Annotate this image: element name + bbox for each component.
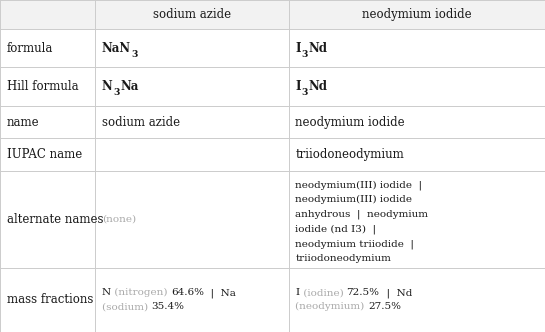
Text: Hill formula: Hill formula <box>7 80 78 93</box>
Bar <box>95 138 289 171</box>
Text: neodymium iodide: neodymium iodide <box>362 8 472 21</box>
Bar <box>0 29 95 67</box>
Bar <box>289 67 545 106</box>
Text: NaN: NaN <box>102 42 131 55</box>
Bar <box>289 0 545 29</box>
Text: alternate names: alternate names <box>7 213 103 226</box>
Bar <box>0 0 95 29</box>
Bar <box>95 171 289 268</box>
Text: neodymium iodide: neodymium iodide <box>295 116 405 128</box>
Bar <box>289 138 545 171</box>
Bar <box>0 268 95 332</box>
Text: triiodoneodymium: triiodoneodymium <box>295 148 404 161</box>
Bar <box>95 0 289 29</box>
Text: (nitrogen): (nitrogen) <box>111 288 171 297</box>
Text: neodymium(III) iodide  |: neodymium(III) iodide | <box>295 180 422 190</box>
Bar <box>0 171 95 268</box>
Text: 3: 3 <box>113 88 119 97</box>
Text: I: I <box>295 288 300 297</box>
Text: 35.4%: 35.4% <box>152 302 184 311</box>
Text: (neodymium): (neodymium) <box>295 302 368 311</box>
Text: mass fractions: mass fractions <box>7 293 93 306</box>
Text: I: I <box>295 80 301 93</box>
Text: sodium azide: sodium azide <box>153 8 231 21</box>
Bar <box>289 268 545 332</box>
Bar <box>95 29 289 67</box>
Text: IUPAC name: IUPAC name <box>7 148 82 161</box>
Bar <box>95 268 289 332</box>
Text: formula: formula <box>7 42 53 55</box>
Text: neodymium(III) iodide: neodymium(III) iodide <box>295 195 413 204</box>
Text: 3: 3 <box>131 50 138 59</box>
Text: iodide (nd I3)  |: iodide (nd I3) | <box>295 225 377 234</box>
Text: anhydrous  |  neodymium: anhydrous | neodymium <box>295 210 428 219</box>
Bar <box>289 106 545 138</box>
Bar <box>289 29 545 67</box>
Text: triiodoneodymium: triiodoneodymium <box>295 254 391 263</box>
Bar <box>95 67 289 106</box>
Text: 3: 3 <box>301 88 308 97</box>
Text: I: I <box>295 42 301 55</box>
Text: 3: 3 <box>301 50 308 59</box>
Text: name: name <box>7 116 39 128</box>
Bar <box>0 138 95 171</box>
Text: 27.5%: 27.5% <box>368 302 401 311</box>
Text: neodymium triiodide  |: neodymium triiodide | <box>295 239 414 249</box>
Text: (none): (none) <box>102 215 136 224</box>
Text: Na: Na <box>120 80 138 93</box>
Bar <box>289 171 545 268</box>
Text: 64.6%: 64.6% <box>171 288 204 297</box>
Text: 72.5%: 72.5% <box>347 288 379 297</box>
Text: |  Nd: | Nd <box>379 288 412 297</box>
Text: sodium azide: sodium azide <box>102 116 180 128</box>
Text: N: N <box>102 288 111 297</box>
Text: (iodine): (iodine) <box>300 288 347 297</box>
Text: Nd: Nd <box>308 42 328 55</box>
Text: Nd: Nd <box>308 80 328 93</box>
Bar <box>0 67 95 106</box>
Text: |  Na: | Na <box>204 288 235 297</box>
Text: N: N <box>102 80 113 93</box>
Bar <box>0 106 95 138</box>
Text: (sodium): (sodium) <box>102 302 152 311</box>
Bar <box>95 106 289 138</box>
